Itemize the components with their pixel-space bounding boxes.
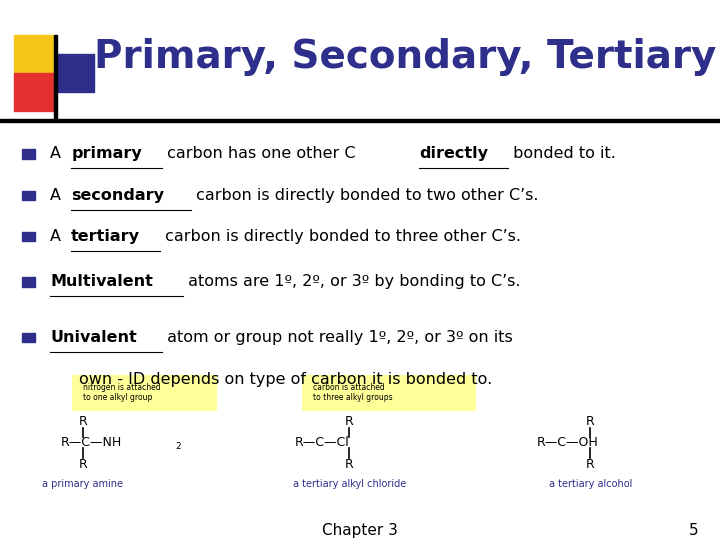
Bar xyxy=(72,375,216,410)
Text: primary: primary xyxy=(71,146,142,161)
Text: bonded to it.: bonded to it. xyxy=(508,146,616,161)
Bar xyxy=(22,191,35,200)
Text: Primary, Secondary, Tertiary: Primary, Secondary, Tertiary xyxy=(94,38,716,76)
Text: atoms are 1º, 2º, or 3º by bonding to C’s.: atoms are 1º, 2º, or 3º by bonding to C’… xyxy=(183,274,521,289)
Text: carbon is attached
to three alkyl groups: carbon is attached to three alkyl groups xyxy=(313,383,393,402)
Bar xyxy=(22,232,35,241)
Text: R: R xyxy=(586,458,595,471)
Text: Univalent: Univalent xyxy=(50,330,137,345)
Text: secondary: secondary xyxy=(71,188,164,203)
Text: a tertiary alkyl chloride: a tertiary alkyl chloride xyxy=(292,480,406,489)
Text: atom or group not really 1º, 2º, or 3º on its: atom or group not really 1º, 2º, or 3º o… xyxy=(162,330,513,345)
Bar xyxy=(22,149,35,159)
Text: carbon is directly bonded to two other C’s.: carbon is directly bonded to two other C… xyxy=(192,188,539,203)
Bar xyxy=(54,54,94,92)
Text: R—C—Cl: R—C—Cl xyxy=(295,436,350,449)
Text: 5: 5 xyxy=(689,523,698,538)
Text: tertiary: tertiary xyxy=(71,229,140,244)
Text: directly: directly xyxy=(419,146,487,161)
Text: R: R xyxy=(345,458,354,471)
Bar xyxy=(54,35,57,119)
Text: Chapter 3: Chapter 3 xyxy=(322,523,398,538)
Text: carbon is directly bonded to three other C’s.: carbon is directly bonded to three other… xyxy=(161,229,521,244)
Text: A: A xyxy=(50,229,66,244)
Text: 2: 2 xyxy=(175,442,181,451)
Bar xyxy=(14,73,54,111)
Bar xyxy=(22,333,35,342)
Bar xyxy=(302,375,475,410)
Text: A: A xyxy=(50,188,66,203)
Text: R—C—OH: R—C—OH xyxy=(536,436,598,449)
Bar xyxy=(0,119,720,122)
Text: a primary amine: a primary amine xyxy=(42,480,123,489)
Text: carbon has one other C: carbon has one other C xyxy=(163,146,361,161)
Text: Multivalent: Multivalent xyxy=(50,274,153,289)
Text: a tertiary alcohol: a tertiary alcohol xyxy=(549,480,632,489)
Text: own - ID depends on type of carbon it is bonded to.: own - ID depends on type of carbon it is… xyxy=(79,372,492,387)
Text: R: R xyxy=(78,458,87,471)
Text: nitrogen is attached
to one alkyl group: nitrogen is attached to one alkyl group xyxy=(83,383,161,402)
Text: R—C—NH: R—C—NH xyxy=(61,436,122,449)
Bar xyxy=(22,277,35,287)
Text: R: R xyxy=(78,415,87,428)
Text: A: A xyxy=(50,146,66,161)
Text: R: R xyxy=(586,415,595,428)
Bar xyxy=(14,35,54,73)
Text: R: R xyxy=(345,415,354,428)
